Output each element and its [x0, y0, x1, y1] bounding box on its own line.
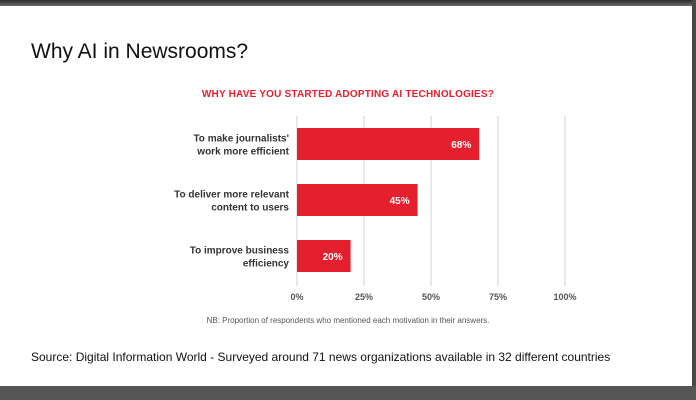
data-label-0: 68%	[451, 140, 471, 151]
data-label-1: 45%	[390, 196, 410, 207]
chart: WHY HAVE YOU STARTED ADOPTING AI TECHNOL…	[0, 82, 696, 332]
page-title: Why AI in Newsrooms?	[31, 40, 249, 63]
x-tick-label-0: 0%	[290, 292, 303, 302]
category-label-1-0: To deliver more relevant	[174, 190, 290, 201]
window-bottom-border	[0, 386, 696, 400]
bar-chart-svg: 68% To make journalists' work more efficie…	[174, 116, 577, 302]
x-tick-label-3: 75%	[489, 292, 507, 302]
x-tick-label-4: 100%	[553, 292, 576, 302]
window-right-border	[692, 0, 696, 400]
category-label-2-1: efficiency	[243, 259, 290, 270]
bar-2	[297, 240, 351, 272]
bar-0	[297, 128, 480, 160]
category-label-0-0: To make journalists'	[193, 134, 289, 145]
category-label-0-1: work more efficient	[196, 147, 289, 158]
x-tick-label-2: 50%	[422, 292, 440, 302]
window-top-border	[0, 0, 696, 6]
chart-note: NB: Proportion of respondents who mentio…	[206, 316, 490, 325]
category-label-1-1: content to users	[211, 203, 289, 214]
category-label-2-0: To improve business	[190, 246, 290, 257]
source-text: Source: Digital Information World - Surv…	[31, 350, 611, 364]
chart-title: WHY HAVE YOU STARTED ADOPTING AI TECHNOL…	[201, 89, 495, 100]
bar-1	[297, 184, 418, 216]
data-label-2: 20%	[323, 252, 343, 263]
x-tick-label-1: 25%	[355, 292, 373, 302]
